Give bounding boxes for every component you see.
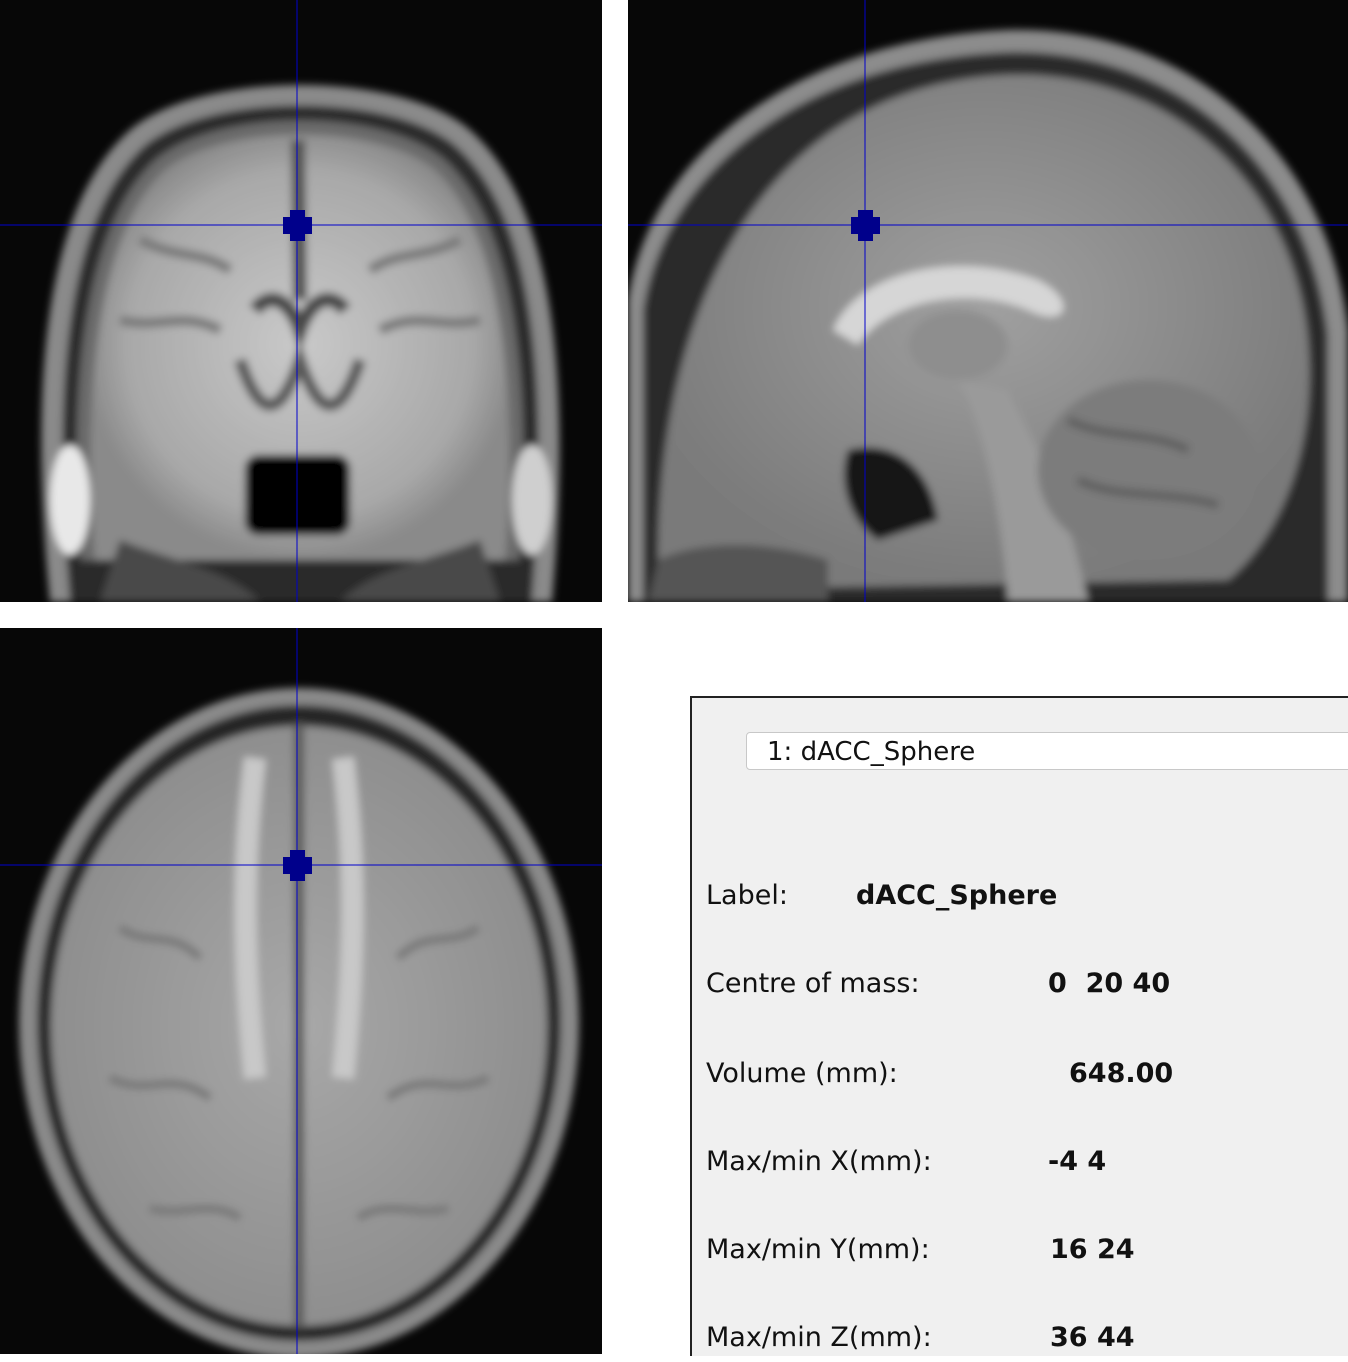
max-min-y-label: Max/min Y(mm): — [706, 1234, 930, 1265]
max-min-x-label: Max/min X(mm): — [706, 1146, 932, 1177]
max-min-y-value: 16 24 — [1050, 1234, 1135, 1265]
roi-info-panel: 1: dACC_Sphere Label: dACC_Sphere Centre… — [690, 696, 1348, 1356]
label-value: dACC_Sphere — [856, 880, 1058, 911]
label-label: Label: — [706, 880, 788, 911]
volume-label: Volume (mm): — [706, 1058, 898, 1089]
crosshair — [0, 0, 602, 602]
sagittal-brain-image — [628, 0, 1348, 602]
max-min-x-value: -4 4 — [1048, 1146, 1107, 1177]
roi-selector[interactable]: 1: dACC_Sphere — [746, 732, 1348, 770]
crosshair — [628, 0, 1348, 602]
axial-view[interactable] — [0, 628, 602, 1354]
centre-of-mass-label: Centre of mass: — [706, 968, 920, 999]
volume-value: 648.00 — [1069, 1058, 1174, 1089]
coronal-view[interactable] — [0, 0, 602, 602]
coronal-brain-image — [0, 0, 602, 602]
max-min-z-value: 36 44 — [1050, 1322, 1135, 1353]
max-min-z-label: Max/min Z(mm): — [706, 1322, 932, 1353]
sagittal-view[interactable] — [628, 0, 1348, 602]
centre-of-mass-value: 0 20 40 — [1048, 968, 1171, 999]
axial-brain-image — [0, 628, 602, 1354]
crosshair — [0, 628, 602, 1354]
